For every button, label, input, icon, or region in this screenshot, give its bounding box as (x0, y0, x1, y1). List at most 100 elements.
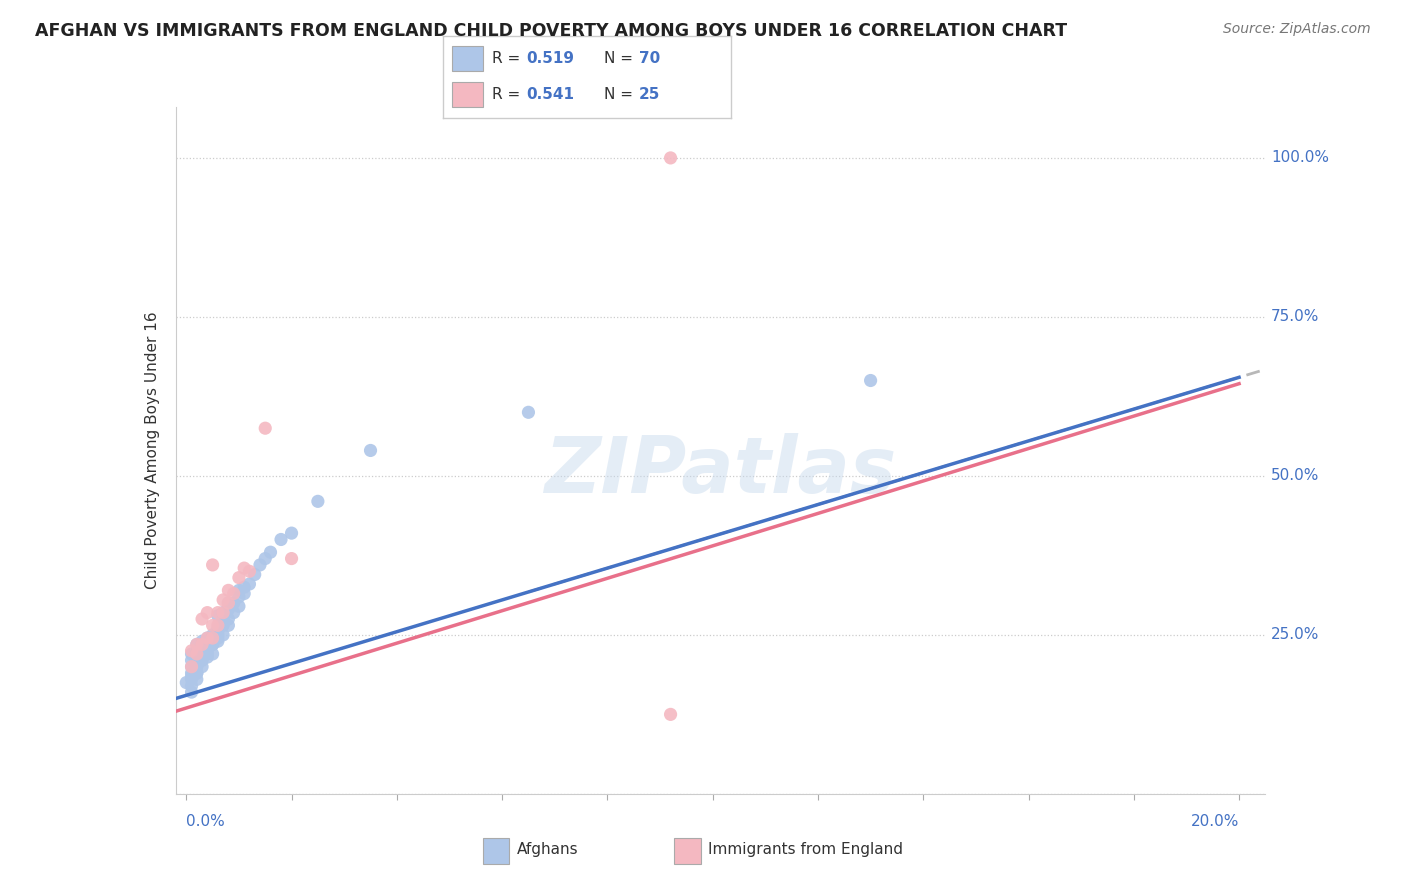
Text: R =: R = (492, 51, 524, 66)
Text: 50.0%: 50.0% (1271, 468, 1319, 483)
Point (243, 567, 266, 582)
Text: 0.0%: 0.0% (186, 814, 225, 830)
Point (238, 564, 260, 578)
Point (207, 628, 229, 642)
Point (201, 628, 224, 642)
Point (659, 707, 682, 722)
Point (195, 644, 218, 658)
Y-axis label: Child Poverty Among Boys Under 16: Child Poverty Among Boys Under 16 (145, 311, 160, 590)
Point (201, 558, 224, 572)
Point (201, 637, 224, 651)
Point (191, 637, 214, 651)
Point (217, 602, 239, 616)
Point (201, 631, 224, 645)
Point (201, 647, 224, 661)
Point (217, 583, 239, 598)
Bar (451, 46, 484, 71)
Point (217, 596, 239, 610)
Point (217, 612, 239, 626)
Point (195, 631, 218, 645)
Point (191, 659, 214, 673)
Point (360, 443, 382, 458)
Point (186, 644, 208, 658)
Point (207, 608, 229, 623)
Point (859, 374, 882, 388)
Text: ZIPatlas: ZIPatlas (544, 433, 897, 509)
Point (180, 666, 202, 681)
Point (233, 586, 256, 600)
Point (259, 545, 281, 559)
Point (217, 596, 239, 610)
Text: 70: 70 (638, 51, 661, 66)
Text: 75.0%: 75.0% (1271, 310, 1319, 325)
Point (180, 653, 202, 667)
Point (195, 631, 218, 645)
Point (233, 561, 256, 575)
Point (212, 628, 235, 642)
Point (233, 580, 256, 594)
Text: 25: 25 (638, 87, 661, 103)
Text: 25.0%: 25.0% (1271, 627, 1319, 642)
Point (254, 551, 277, 566)
Bar (675, 838, 700, 863)
Point (180, 659, 202, 673)
Point (186, 647, 208, 661)
Text: 100.0%: 100.0% (1271, 151, 1329, 165)
Point (191, 647, 214, 661)
Point (180, 669, 202, 683)
Point (195, 647, 218, 661)
Point (191, 637, 214, 651)
Point (186, 637, 208, 651)
Point (228, 583, 250, 598)
Text: Immigrants from England: Immigrants from England (707, 842, 903, 857)
Point (222, 596, 245, 610)
Point (191, 634, 214, 648)
Text: 0.519: 0.519 (526, 51, 575, 66)
Point (238, 577, 260, 591)
Bar (451, 82, 484, 107)
Point (180, 673, 202, 687)
Point (517, 405, 540, 419)
Point (191, 644, 214, 658)
Point (174, 675, 197, 690)
Point (180, 659, 202, 673)
Point (207, 624, 229, 639)
Point (207, 622, 229, 636)
Point (217, 618, 239, 632)
Text: Afghans: Afghans (516, 842, 578, 857)
Point (212, 612, 235, 626)
Point (228, 599, 250, 614)
Text: AFGHAN VS IMMIGRANTS FROM ENGLAND CHILD POVERTY AMONG BOYS UNDER 16 CORRELATION : AFGHAN VS IMMIGRANTS FROM ENGLAND CHILD … (35, 22, 1067, 40)
Point (222, 606, 245, 620)
Point (195, 634, 218, 648)
Point (191, 612, 214, 626)
Point (195, 606, 218, 620)
Point (207, 631, 229, 645)
Point (186, 647, 208, 661)
Point (201, 637, 224, 651)
Point (307, 494, 329, 508)
Text: Source: ZipAtlas.com: Source: ZipAtlas.com (1223, 22, 1371, 37)
Point (191, 640, 214, 655)
Text: N =: N = (605, 51, 638, 66)
Point (212, 606, 235, 620)
Point (186, 653, 208, 667)
Point (186, 637, 208, 651)
Point (191, 650, 214, 665)
Point (270, 533, 292, 547)
Text: N =: N = (605, 87, 638, 103)
Point (186, 673, 208, 687)
Point (280, 551, 302, 566)
Point (195, 650, 218, 665)
Text: R =: R = (492, 87, 524, 103)
Text: 20.0%: 20.0% (1191, 814, 1239, 830)
Point (191, 653, 214, 667)
Point (180, 647, 202, 661)
Point (280, 526, 302, 541)
Point (186, 653, 208, 667)
Point (186, 666, 208, 681)
Text: 0.541: 0.541 (526, 87, 575, 103)
Point (207, 634, 229, 648)
Point (195, 637, 218, 651)
Point (222, 586, 245, 600)
